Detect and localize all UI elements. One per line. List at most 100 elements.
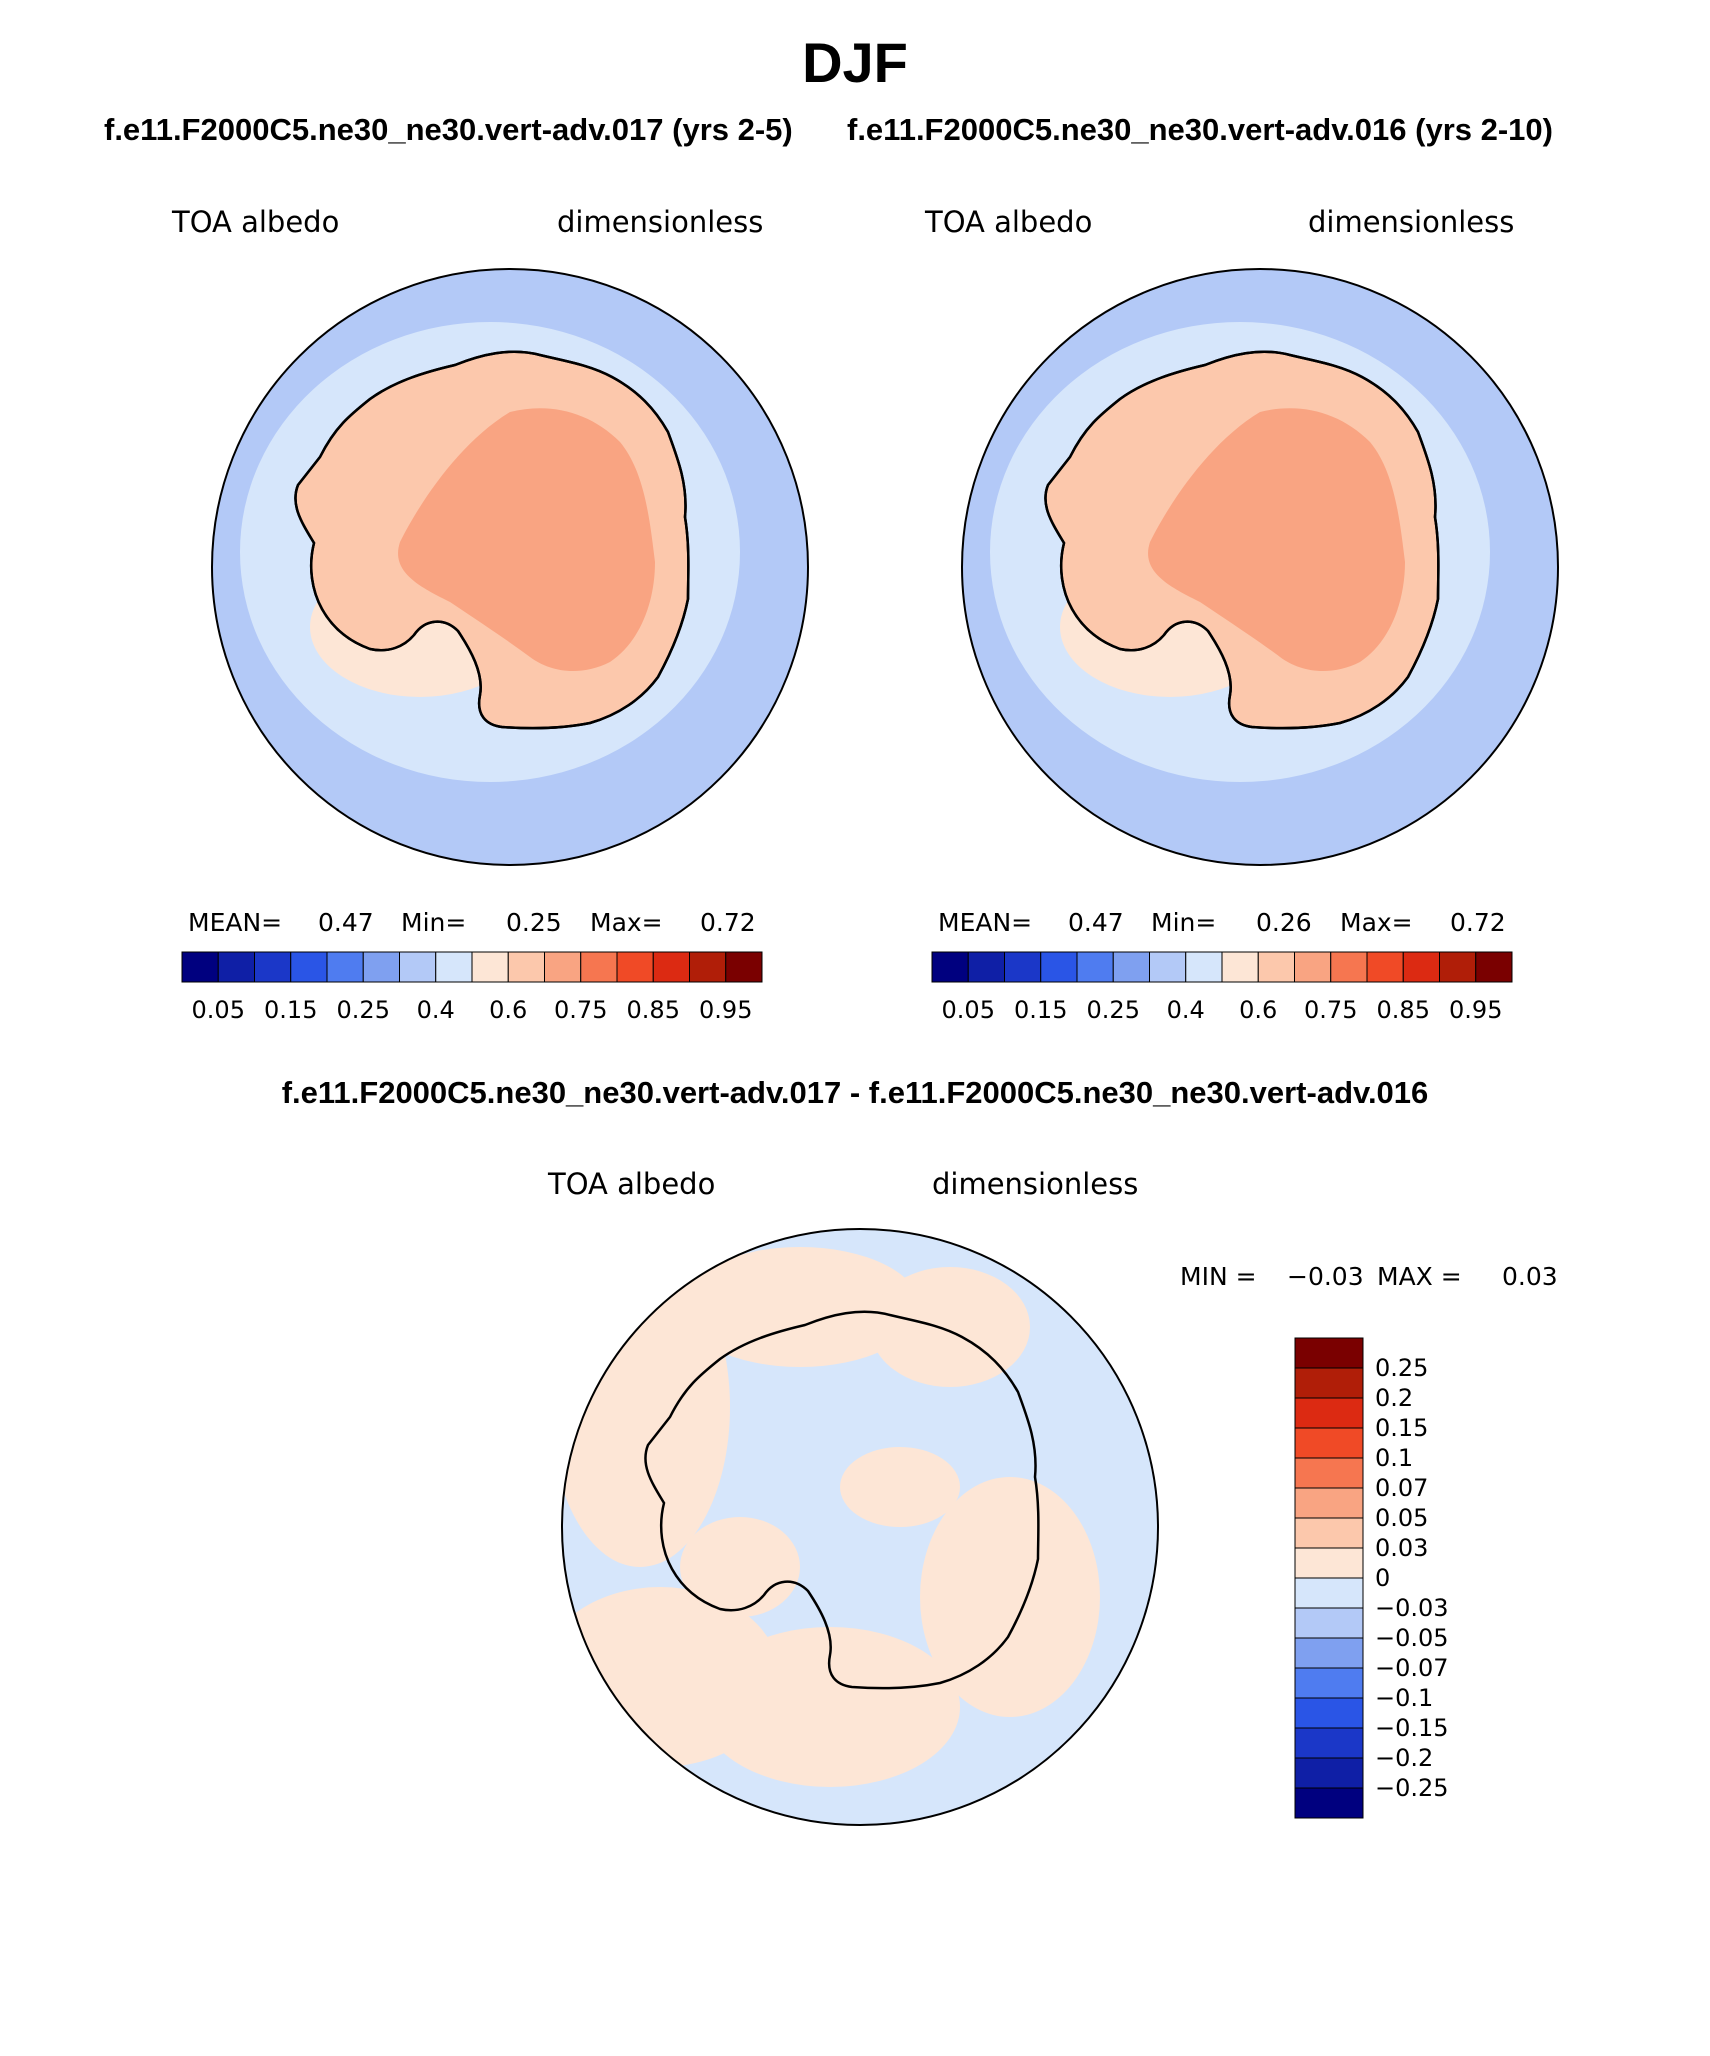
coastline (294, 350, 690, 730)
diff-colorbar-tick-label: 0.1 (1375, 1444, 1413, 1472)
left-max-value: 0.72 (700, 908, 756, 937)
left-colorbar-tick-label: 0.85 (627, 996, 680, 1024)
left-units-label: dimensionless (557, 205, 764, 239)
diff-colorbar-swatch (1294, 1427, 1364, 1459)
diff-colorbar-tick-label: −0.15 (1375, 1714, 1449, 1742)
right-colorbar-tick-label: 0.25 (1087, 996, 1140, 1024)
left-min-value: 0.25 (506, 908, 562, 937)
diff-colorbar-tick-label: −0.07 (1375, 1654, 1449, 1682)
right-colorbar-swatch (1112, 951, 1150, 983)
diff-colorbar-swatch (1294, 1457, 1364, 1489)
diff-min-value: −0.03 (1287, 1262, 1364, 1291)
left-colorbar-swatch (362, 951, 400, 983)
right-colorbar-swatch (1366, 951, 1404, 983)
right-colorbar-swatch (1076, 951, 1114, 983)
right-colorbar-tick-label: 0.75 (1304, 996, 1357, 1024)
right-colorbar-swatch (1439, 951, 1477, 983)
diff-colorbar-swatch (1294, 1727, 1364, 1759)
diff-colorbar-tick-label: −0.03 (1375, 1594, 1449, 1622)
positive-diff-region (840, 1447, 960, 1527)
right-colorbar-swatch (1294, 951, 1332, 983)
left-colorbar-swatch (326, 951, 364, 983)
right-max-label: Max= (1340, 908, 1413, 937)
plateau-high-albedo (398, 408, 655, 672)
diff-units-label: dimensionless (932, 1167, 1139, 1201)
left-colorbar-tick-label: 0.95 (699, 996, 752, 1024)
right-max-value: 0.72 (1450, 908, 1506, 937)
right-colorbar-tick-label: 0.15 (1014, 996, 1067, 1024)
diff-colorbar-tick-label: −0.25 (1375, 1774, 1449, 1802)
left-colorbar-tick-label: 0.05 (192, 996, 245, 1024)
right-colorbar-swatch (1004, 951, 1042, 983)
diff-field-label: TOA albedo (548, 1167, 716, 1201)
left-colorbar-swatch (290, 951, 328, 983)
right-colorbar-swatch (1149, 951, 1187, 983)
right-colorbar-swatch (1402, 951, 1440, 983)
diff-max-label: MAX = (1377, 1262, 1462, 1291)
diff-colorbar-tick-label: 0.03 (1375, 1534, 1428, 1562)
right-mean-value: 0.47 (1068, 908, 1124, 937)
right-colorbar-swatch (1221, 951, 1259, 983)
map-border (961, 268, 1559, 866)
right-colorbar-tick-label: 0.4 (1167, 996, 1205, 1024)
right-colorbar-swatch (967, 951, 1005, 983)
diff-colorbar-tick-label: 0.05 (1375, 1504, 1428, 1532)
left-colorbar-swatch (725, 951, 763, 983)
positive-diff-region (870, 1267, 1030, 1387)
diff-colorbar-tick-label: −0.1 (1375, 1684, 1433, 1712)
left-colorbar-swatch (544, 951, 582, 983)
diff-colorbar-tick-label: 0.25 (1375, 1354, 1428, 1382)
right-colorbar-swatch (1040, 951, 1078, 983)
left-colorbar-swatch (399, 951, 437, 983)
right-min-label: Min= (1151, 908, 1217, 937)
left-colorbar-swatch (507, 951, 545, 983)
right-colorbar-swatch (1330, 951, 1368, 983)
left-colorbar-swatch (254, 951, 292, 983)
left-min-label: Min= (401, 908, 467, 937)
diff-colorbar-swatch (1294, 1637, 1364, 1669)
right-colorbar-swatch (931, 951, 969, 983)
diff-colorbar-tick-label: −0.2 (1375, 1744, 1433, 1772)
left-colorbar-tick-label: 0.75 (554, 996, 607, 1024)
diff-colorbar-swatch (1294, 1667, 1364, 1699)
diff-max-value: 0.03 (1502, 1262, 1558, 1291)
right-colorbar-tick-label: 0.95 (1449, 996, 1502, 1024)
diff-colorbar-swatch (1294, 1337, 1364, 1369)
left-colorbar-swatch (652, 951, 690, 983)
left-mean-value: 0.47 (318, 908, 374, 937)
diff-colorbar-swatch (1294, 1517, 1364, 1549)
coastline (1044, 350, 1440, 730)
diff-colorbar-swatch (1294, 1487, 1364, 1519)
left-case-title: f.e11.F2000C5.ne30_ne30.vert-adv.017 (yr… (104, 112, 793, 147)
left-max-label: Max= (590, 908, 663, 937)
diff-map (562, 1229, 1158, 1825)
left-field-label: TOA albedo (172, 205, 340, 239)
diff-colorbar-swatch (1294, 1397, 1364, 1429)
diff-colorbar-swatch (1294, 1547, 1364, 1579)
diff-title: f.e11.F2000C5.ne30_ne30.vert-adv.017 - f… (281, 1075, 1429, 1110)
right-colorbar-swatch (1257, 951, 1295, 983)
left-colorbar-swatch (181, 951, 219, 983)
diff-colorbar-swatch (1294, 1697, 1364, 1729)
left-colorbar-tick-label: 0.15 (264, 996, 317, 1024)
positive-diff-region (700, 1627, 960, 1787)
right-colorbar-tick-label: 0.85 (1377, 996, 1430, 1024)
coastline (644, 1310, 1040, 1690)
left-colorbar-swatch (217, 951, 255, 983)
diff-colorbar-swatch (1294, 1757, 1364, 1789)
left-colorbar-tick-label: 0.25 (337, 996, 390, 1024)
positive-diff-region (680, 1247, 920, 1367)
left-colorbar-swatch (471, 951, 509, 983)
diff-colorbar-tick-label: 0.07 (1375, 1474, 1428, 1502)
diff-min-label: MIN = (1180, 1262, 1257, 1291)
diff-colorbar-swatch (1294, 1367, 1364, 1399)
map-border (561, 1228, 1159, 1826)
right-map (962, 269, 1558, 865)
right-field-label: TOA albedo (925, 205, 1093, 239)
right-colorbar-tick-label: 0.05 (942, 996, 995, 1024)
left-colorbar-swatch (435, 951, 473, 983)
positive-diff-region (920, 1477, 1100, 1717)
positive-diff-region (680, 1517, 800, 1617)
right-colorbar-swatch (1475, 951, 1513, 983)
left-mean-label: MEAN= (188, 908, 283, 937)
